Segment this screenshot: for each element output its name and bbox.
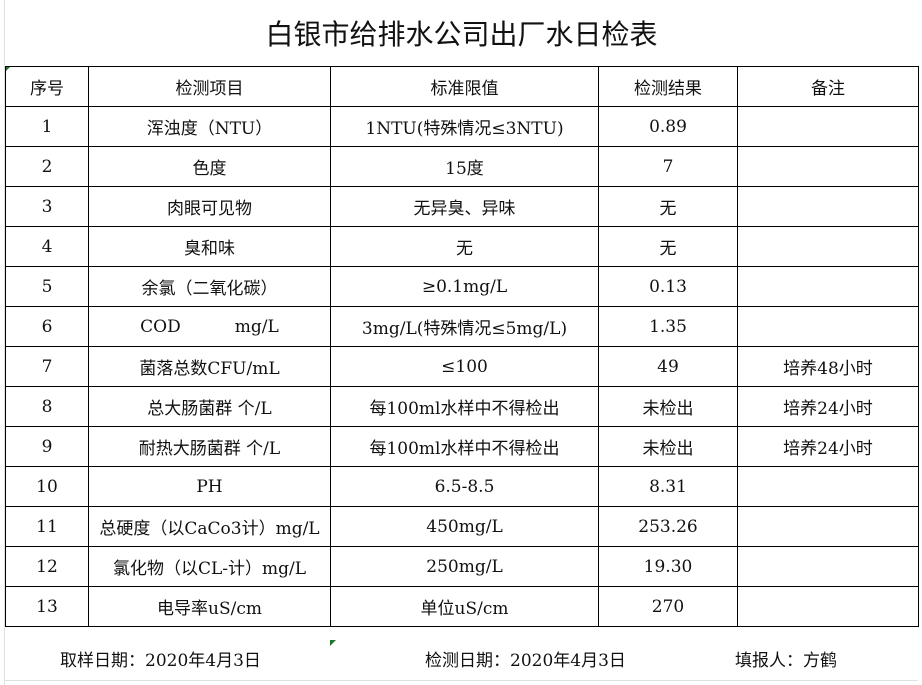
cell-result[interactable]: 49 [598,346,738,387]
header-cell[interactable]: 备注 [737,66,919,107]
cell-item[interactable]: 总大肠菌群 个/L [88,386,331,427]
cell-standard[interactable]: ≤100 [330,346,599,387]
cell-result[interactable]: 19.30 [598,546,738,587]
cell-index[interactable]: 8 [5,386,89,427]
cell-item[interactable]: 氯化物（以CL-计）mg/L [88,546,331,587]
cell-result[interactable]: 0.13 [598,266,738,307]
table-row: 7 菌落总数CFU/mL ≤100 49 培养48小时 [5,346,919,387]
header-cell[interactable]: 序号 [5,66,89,107]
cell-result[interactable]: 253.26 [598,506,738,547]
cell-item[interactable]: 余氯（二氧化碳） [88,266,331,307]
table-row: 8 总大肠菌群 个/L 每100ml水样中不得检出 未检出 培养24小时 [5,386,919,427]
cell-standard[interactable]: 250mg/L [330,546,599,587]
cell-result[interactable]: 7 [598,146,738,187]
cell-result[interactable]: 270 [598,586,738,627]
cell-index[interactable]: 2 [5,146,89,187]
cell-result[interactable]: 8.31 [598,466,738,507]
header-row: 序号 检测项目 标准限值 检测结果 备注 [5,66,919,107]
cell-result[interactable]: 未检出 [598,386,738,427]
cell-index[interactable]: 11 [5,506,89,547]
cell-remark[interactable] [737,186,919,227]
cell-standard[interactable]: 单位uS/cm [330,586,599,627]
cell-index[interactable]: 12 [5,546,89,587]
cell-standard[interactable]: 每100ml水样中不得检出 [330,426,599,467]
cell-standard[interactable]: 无异臭、异味 [330,186,599,227]
cell-item[interactable]: 总硬度（以CaCo3计）mg/L [88,506,331,547]
table-row: 9 耐热大肠菌群 个/L 每100ml水样中不得检出 未检出 培养24小时 [5,426,919,467]
cell-item[interactable]: COD mg/L [88,306,331,347]
table-row: 12 氯化物（以CL-计）mg/L 250mg/L 19.30 [5,546,919,587]
sheet-title[interactable]: 白银市给排水公司出厂水日检表 [5,0,918,67]
cell-standard[interactable]: 15度 [330,146,599,187]
cell-standard[interactable]: 450mg/L [330,506,599,547]
cell-index[interactable]: 5 [5,266,89,307]
cell-index[interactable]: 10 [5,466,89,507]
reporter[interactable]: 填报人：方鹤 [735,651,837,671]
cell-standard[interactable]: 6.5-8.5 [330,466,599,507]
cell-standard[interactable]: 1NTU(特殊情况≤3NTU) [330,106,599,147]
cell-item[interactable]: 耐热大肠菌群 个/L [88,426,331,467]
cell-item[interactable]: 浑浊度（NTU） [88,106,331,147]
cell-remark[interactable] [737,466,919,507]
cell-item[interactable]: 菌落总数CFU/mL [88,346,331,387]
cell-result[interactable]: 0.89 [598,106,738,147]
cell-remark[interactable] [737,106,919,147]
cell-item[interactable]: 电导率uS/cm [88,586,331,627]
table-row: 3 肉眼可见物 无异臭、异味无 [5,186,919,227]
cell-remark[interactable] [737,546,919,587]
table-row: 4 臭和味无无 [5,226,919,267]
cell-index[interactable]: 4 [5,226,89,267]
cell-remark[interactable]: 培养48小时 [737,346,919,387]
header-cell[interactable]: 检测项目 [88,66,331,107]
cell-index[interactable]: 6 [5,306,89,347]
table-row: 11 总硬度（以CaCo3计）mg/L 450mg/L 253.26 [5,506,919,547]
cell-remark[interactable] [737,506,919,547]
cell-remark[interactable] [737,266,919,307]
footer-row: 取样日期：2020年4月3日 检测日期：2020年4月3日 填报人：方鹤 [5,640,918,681]
cell-remark[interactable] [737,226,919,267]
cell-remark[interactable]: 培养24小时 [737,426,919,467]
cell-standard[interactable]: 无 [330,226,599,267]
sampling-date[interactable]: 取样日期：2020年4月3日 [60,651,261,671]
table-row: 1 浑浊度（NTU） 1NTU(特殊情况≤3NTU) 0.89 [5,106,919,147]
inspection-table: 序号 检测项目 标准限值 检测结果 备注 1 浑浊度（NTU） 1NTU(特殊情况≤… [5,66,919,627]
cell-standard[interactable]: ≥0.1mg/L [330,266,599,307]
table-row: 10 PH 6.5-8.5 8.31 [5,466,919,507]
cell-marker-icon [330,640,336,646]
cell-index[interactable]: 3 [5,186,89,227]
header-cell[interactable]: 标准限值 [330,66,599,107]
cell-result[interactable]: 未检出 [598,426,738,467]
table-row: 13 电导率uS/cm 单位uS/cm 270 [5,586,919,627]
cell-standard[interactable]: 每100ml水样中不得检出 [330,386,599,427]
test-date[interactable]: 检测日期：2020年4月3日 [425,651,626,671]
cell-index[interactable]: 13 [5,586,89,627]
cell-remark[interactable] [737,146,919,187]
table-row: 6 COD mg/L 3mg/L(特殊情况≤5mg/L) 1.35 [5,306,919,347]
cell-standard[interactable]: 3mg/L(特殊情况≤5mg/L) [330,306,599,347]
cell-item[interactable]: 色度 [88,146,331,187]
table-row: 5 余氯（二氧化碳） ≥0.1mg/L 0.13 [5,266,919,307]
cell-index[interactable]: 1 [5,106,89,147]
cell-item[interactable]: PH [88,466,331,507]
cell-result[interactable]: 无 [598,186,738,227]
table-row: 2 色度 15度 7 [5,146,919,187]
cell-index[interactable]: 9 [5,426,89,467]
cell-index[interactable]: 7 [5,346,89,387]
cell-remark[interactable] [737,586,919,627]
header-cell[interactable]: 检测结果 [598,66,738,107]
cell-result[interactable]: 1.35 [598,306,738,347]
cell-item[interactable]: 肉眼可见物 [88,186,331,227]
cell-remark[interactable] [737,306,919,347]
cell-item[interactable]: 臭和味 [88,226,331,267]
cell-remark[interactable]: 培养24小时 [737,386,919,427]
cell-result[interactable]: 无 [598,226,738,267]
